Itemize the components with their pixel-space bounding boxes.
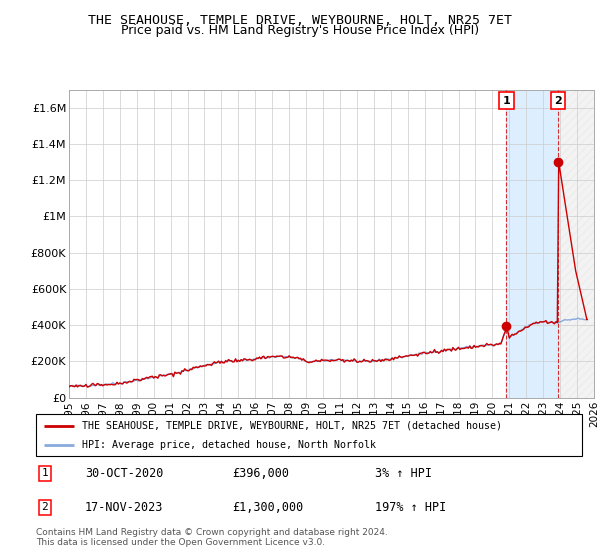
Text: 1: 1 [503, 96, 511, 106]
Text: THE SEAHOUSE, TEMPLE DRIVE, WEYBOURNE, HOLT, NR25 7ET (detached house): THE SEAHOUSE, TEMPLE DRIVE, WEYBOURNE, H… [82, 421, 502, 431]
Text: Contains HM Land Registry data © Crown copyright and database right 2024.
This d: Contains HM Land Registry data © Crown c… [36, 528, 388, 547]
Text: 17-NOV-2023: 17-NOV-2023 [85, 501, 164, 514]
Text: 197% ↑ HPI: 197% ↑ HPI [374, 501, 446, 514]
Text: £396,000: £396,000 [233, 467, 290, 480]
Text: £1,300,000: £1,300,000 [233, 501, 304, 514]
Text: 30-OCT-2020: 30-OCT-2020 [85, 467, 164, 480]
Text: 2: 2 [41, 502, 48, 512]
Text: THE SEAHOUSE, TEMPLE DRIVE, WEYBOURNE, HOLT, NR25 7ET: THE SEAHOUSE, TEMPLE DRIVE, WEYBOURNE, H… [88, 14, 512, 27]
Bar [558, 90, 594, 398]
Text: 2: 2 [554, 96, 562, 106]
FancyBboxPatch shape [36, 414, 582, 456]
Text: 3% ↑ HPI: 3% ↑ HPI [374, 467, 431, 480]
Text: HPI: Average price, detached house, North Norfolk: HPI: Average price, detached house, Nort… [82, 440, 376, 450]
Text: 1: 1 [41, 468, 48, 478]
Text: Price paid vs. HM Land Registry's House Price Index (HPI): Price paid vs. HM Land Registry's House … [121, 24, 479, 37]
Bar [506, 90, 558, 398]
